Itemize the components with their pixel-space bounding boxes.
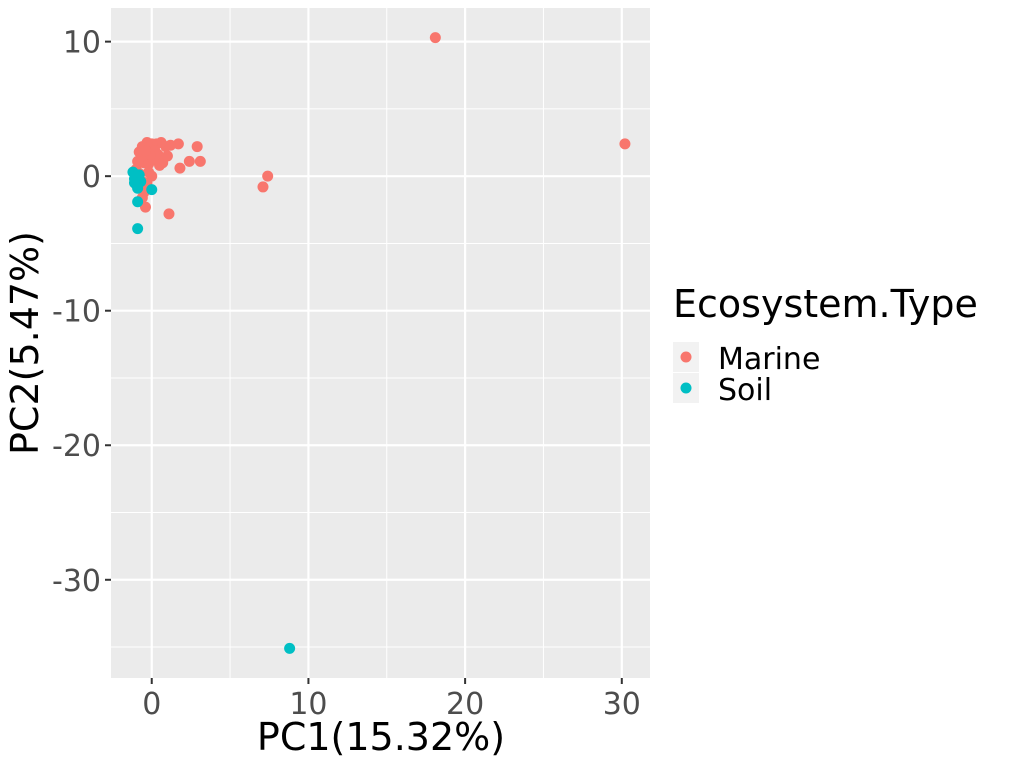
- data-point-marine: [174, 162, 186, 174]
- data-point-marine: [194, 155, 206, 167]
- data-point-marine: [139, 201, 151, 213]
- data-point-marine: [161, 150, 173, 162]
- y-tick-label: 10: [63, 26, 101, 61]
- data-point-marine: [163, 208, 175, 220]
- y-tick-label: -20: [52, 429, 101, 464]
- legend-label-soil: Soil: [718, 373, 772, 408]
- y-tick-label: 0: [82, 160, 101, 195]
- y-axis-ticks: 10 0 -10 -20 -30: [52, 26, 111, 599]
- minor-grid-lines: [111, 8, 650, 678]
- major-grid-lines: [111, 8, 650, 678]
- data-point-marine: [154, 159, 166, 171]
- legend: Ecosystem.Type Marine Soil: [673, 282, 978, 408]
- x-tick-label: 0: [142, 687, 161, 722]
- y-axis-title: PC2(5.47%): [3, 231, 47, 455]
- x-tick-label: 20: [446, 687, 484, 722]
- x-axis-title: PC1(15.32%): [257, 715, 505, 759]
- x-tick-label: 30: [603, 687, 641, 722]
- data-point-marine: [429, 32, 441, 44]
- data-point-soil: [284, 642, 296, 654]
- data-point-soil: [129, 177, 141, 189]
- legend-title: Ecosystem.Type: [673, 282, 978, 326]
- data-point-marine: [183, 155, 195, 167]
- legend-soil-icon: [680, 382, 692, 394]
- data-point-marine: [139, 145, 151, 157]
- y-tick-label: -30: [52, 564, 101, 599]
- data-point-marine: [191, 141, 203, 153]
- data-point-soil: [132, 223, 144, 235]
- legend-label-marine: Marine: [718, 342, 820, 377]
- data-points: [127, 32, 631, 654]
- x-axis-ticks: 0 10 20 30: [142, 678, 641, 722]
- legend-marine-icon: [680, 351, 692, 363]
- data-point-soil: [146, 184, 158, 196]
- y-tick-label: -10: [52, 295, 101, 330]
- data-point-soil: [132, 196, 144, 208]
- x-tick-label: 10: [289, 687, 327, 722]
- data-point-marine: [257, 181, 269, 193]
- data-point-marine: [262, 170, 274, 182]
- plot-panel: [111, 8, 650, 678]
- data-point-marine: [619, 138, 631, 150]
